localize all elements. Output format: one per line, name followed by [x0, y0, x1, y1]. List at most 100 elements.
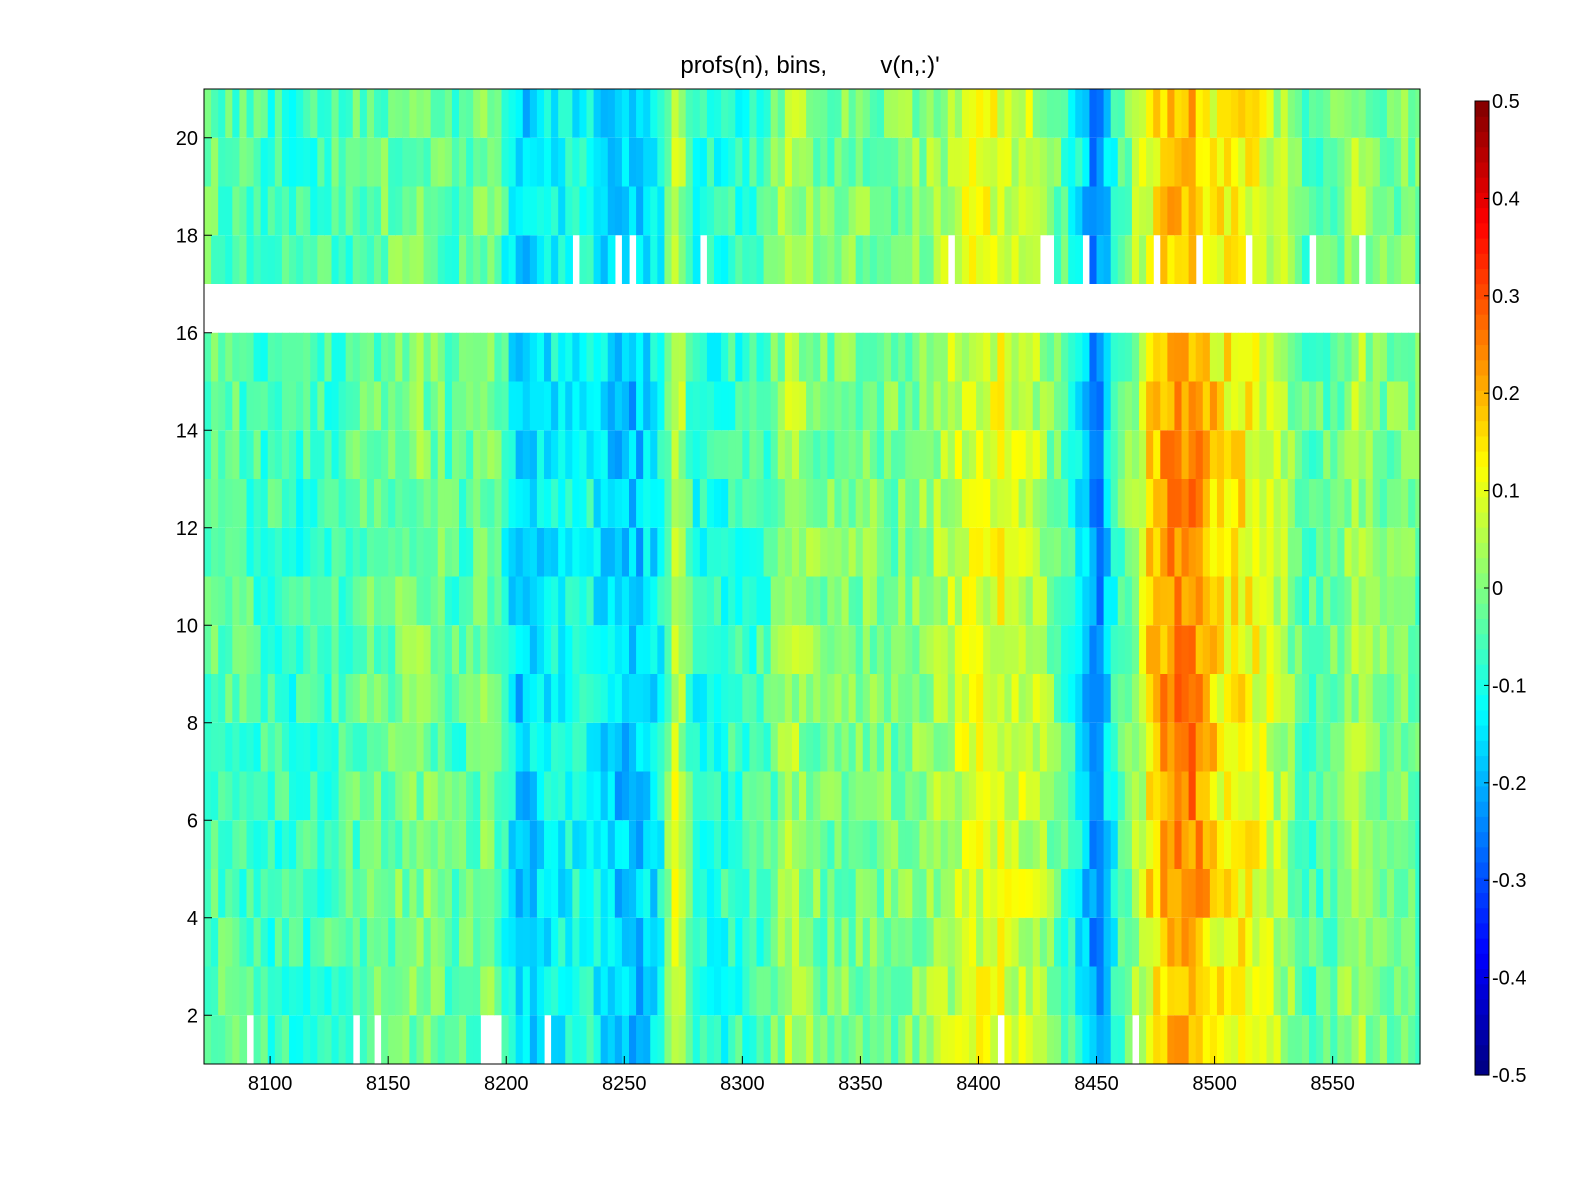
- heatmap-cell: [1372, 381, 1381, 431]
- heatmap-cell: [1330, 381, 1338, 431]
- heatmap-cell: [997, 576, 1006, 626]
- heatmap-cell: [1068, 235, 1076, 284]
- heatmap-cell: [225, 674, 233, 723]
- heatmap-cell: [345, 869, 354, 918]
- heatmap-cell: [565, 479, 573, 528]
- heatmap-cell: [636, 625, 644, 674]
- heatmap-cell: [813, 1015, 821, 1064]
- heatmap-cell: [1245, 917, 1253, 967]
- heatmap-cell: [862, 527, 871, 577]
- heatmap-cell: [544, 137, 552, 187]
- heatmap-cell: [1245, 89, 1253, 138]
- heatmap-cell: [1358, 89, 1367, 138]
- heatmap-cell: [1365, 381, 1374, 431]
- heatmap-cell: [1124, 332, 1133, 382]
- heatmap-cell: [536, 1015, 545, 1064]
- colorbar-segment: [1475, 938, 1489, 954]
- heatmap-cell: [388, 576, 396, 626]
- heatmap-cell: [692, 381, 701, 431]
- heatmap-cell: [246, 527, 255, 577]
- heatmap-cell: [267, 430, 276, 479]
- heatmap-cell: [1266, 576, 1275, 626]
- heatmap-cell: [820, 966, 828, 1016]
- heatmap-cell: [303, 674, 311, 723]
- heatmap-cell: [1146, 722, 1154, 772]
- heatmap-cell: [1238, 771, 1246, 821]
- heatmap-cell: [1160, 137, 1168, 187]
- heatmap-cell: [324, 576, 333, 626]
- heatmap-cell: [536, 966, 545, 1016]
- heatmap-cell: [869, 137, 878, 187]
- heatmap-cell: [303, 186, 311, 236]
- heatmap-cell: [1096, 235, 1105, 284]
- heatmap-cell: [536, 430, 545, 479]
- heatmap-cell: [1266, 430, 1275, 479]
- heatmap-cell: [784, 235, 793, 284]
- heatmap-cell: [565, 1015, 573, 1064]
- heatmap-cell: [246, 576, 255, 626]
- heatmap-cell: [969, 137, 977, 187]
- heatmap-cell: [770, 137, 779, 187]
- heatmap-cell: [1039, 869, 1048, 918]
- heatmap-cell: [1309, 332, 1317, 382]
- heatmap-cell: [558, 771, 566, 821]
- heatmap-cell: [444, 966, 453, 1016]
- heatmap-cell: [374, 381, 382, 431]
- heatmap-cell: [1025, 89, 1034, 138]
- heatmap-cell: [1316, 869, 1324, 918]
- heatmap-cell: [451, 771, 460, 821]
- heatmap-cell: [1089, 966, 1098, 1016]
- heatmap-cell: [629, 332, 637, 382]
- heatmap-cell: [799, 89, 807, 138]
- heatmap-cell: [1337, 430, 1346, 479]
- heatmap-cell: [522, 820, 531, 869]
- heatmap-cell: [551, 381, 559, 431]
- heatmap-cell: [636, 137, 644, 187]
- heatmap-cell: [969, 917, 977, 967]
- heatmap-cell: [225, 966, 233, 1016]
- heatmap-cell: [1046, 576, 1055, 626]
- heatmap-cell: [969, 820, 977, 869]
- heatmap-cell: [1131, 479, 1140, 528]
- heatmap-cell: [714, 1015, 722, 1064]
- heatmap-cell: [685, 820, 694, 869]
- heatmap-cell: [366, 771, 375, 821]
- heatmap-cell: [1181, 332, 1190, 382]
- heatmap-cell: [1068, 771, 1076, 821]
- heatmap-cell: [473, 674, 481, 723]
- heatmap-cell: [522, 576, 531, 626]
- heatmap-cell: [1259, 527, 1268, 577]
- heatmap-cell: [1386, 771, 1395, 821]
- heatmap-cell: [1025, 966, 1034, 1016]
- heatmap-cell: [416, 820, 425, 869]
- heatmap-cell: [1231, 186, 1239, 236]
- heatmap-cell: [310, 674, 318, 723]
- heatmap-cell: [1245, 869, 1253, 918]
- heatmap-cell: [1046, 430, 1055, 479]
- heatmap-cell: [1039, 479, 1048, 528]
- heatmap-cell: [1323, 89, 1331, 138]
- heatmap-cell: [1358, 479, 1367, 528]
- heatmap-cell: [1167, 381, 1176, 431]
- colorbar-segment: [1475, 177, 1489, 193]
- heatmap-cell: [1280, 674, 1289, 723]
- heatmap-cell: [791, 625, 800, 674]
- heatmap-cell: [317, 869, 326, 918]
- heatmap-cell: [1131, 89, 1140, 138]
- heatmap-cell: [855, 722, 864, 772]
- heatmap-cell: [338, 186, 347, 236]
- heatmap-cell: [1174, 869, 1183, 918]
- heatmap-cell: [763, 137, 772, 187]
- heatmap-cell: [820, 1015, 828, 1064]
- heatmap-cell: [969, 527, 977, 577]
- heatmap-cell: [260, 820, 269, 869]
- heatmap-cell: [544, 625, 552, 674]
- heatmap-cell: [699, 966, 708, 1016]
- heatmap-cell: [274, 966, 283, 1016]
- heatmap-cell: [1174, 917, 1183, 967]
- heatmap-cell: [876, 332, 885, 382]
- heatmap-cell: [1344, 381, 1353, 431]
- heatmap-cell: [1287, 479, 1296, 528]
- heatmap-cell: [742, 89, 751, 138]
- heatmap-cell: [289, 869, 297, 918]
